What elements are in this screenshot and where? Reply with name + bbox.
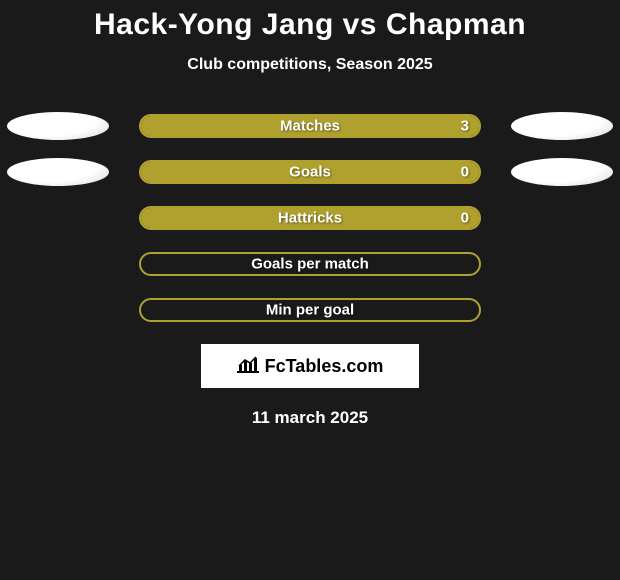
stat-row: Min per goal: [0, 298, 620, 322]
stat-row: Goals 0: [0, 160, 620, 184]
player-avatar-right: [511, 112, 613, 140]
stat-bar: Hattricks 0: [139, 206, 481, 230]
stat-value: 0: [461, 210, 469, 227]
stat-bar: Min per goal: [139, 298, 481, 322]
player-avatar-left: [7, 158, 109, 186]
stat-label: Goals: [289, 164, 331, 181]
logo-text: FcTables.com: [265, 356, 384, 377]
date-label: 11 march 2025: [0, 408, 620, 428]
comparison-infographic: Hack-Yong Jang vs Chapman Club competiti…: [0, 0, 620, 428]
stat-label: Hattricks: [278, 210, 342, 227]
stat-value: 0: [461, 164, 469, 181]
stat-label: Matches: [280, 118, 340, 135]
stat-bar: Goals per match: [139, 252, 481, 276]
player-avatar-right: [511, 158, 613, 186]
stat-row: Hattricks 0: [0, 206, 620, 230]
source-logo: FcTables.com: [201, 344, 419, 388]
chart-icon: [237, 355, 259, 378]
page-title: Hack-Yong Jang vs Chapman: [0, 8, 620, 42]
stat-label: Goals per match: [251, 256, 369, 273]
page-subtitle: Club competitions, Season 2025: [0, 56, 620, 74]
stat-bar: Goals 0: [139, 160, 481, 184]
stat-label: Min per goal: [266, 302, 354, 319]
stat-row: Matches 3: [0, 114, 620, 138]
stat-row: Goals per match: [0, 252, 620, 276]
player-avatar-left: [7, 112, 109, 140]
stat-value: 3: [461, 118, 469, 135]
stat-rows: Matches 3 Goals 0 Hattricks 0 Goals per match M…: [0, 114, 620, 322]
stat-bar: Matches 3: [139, 114, 481, 138]
